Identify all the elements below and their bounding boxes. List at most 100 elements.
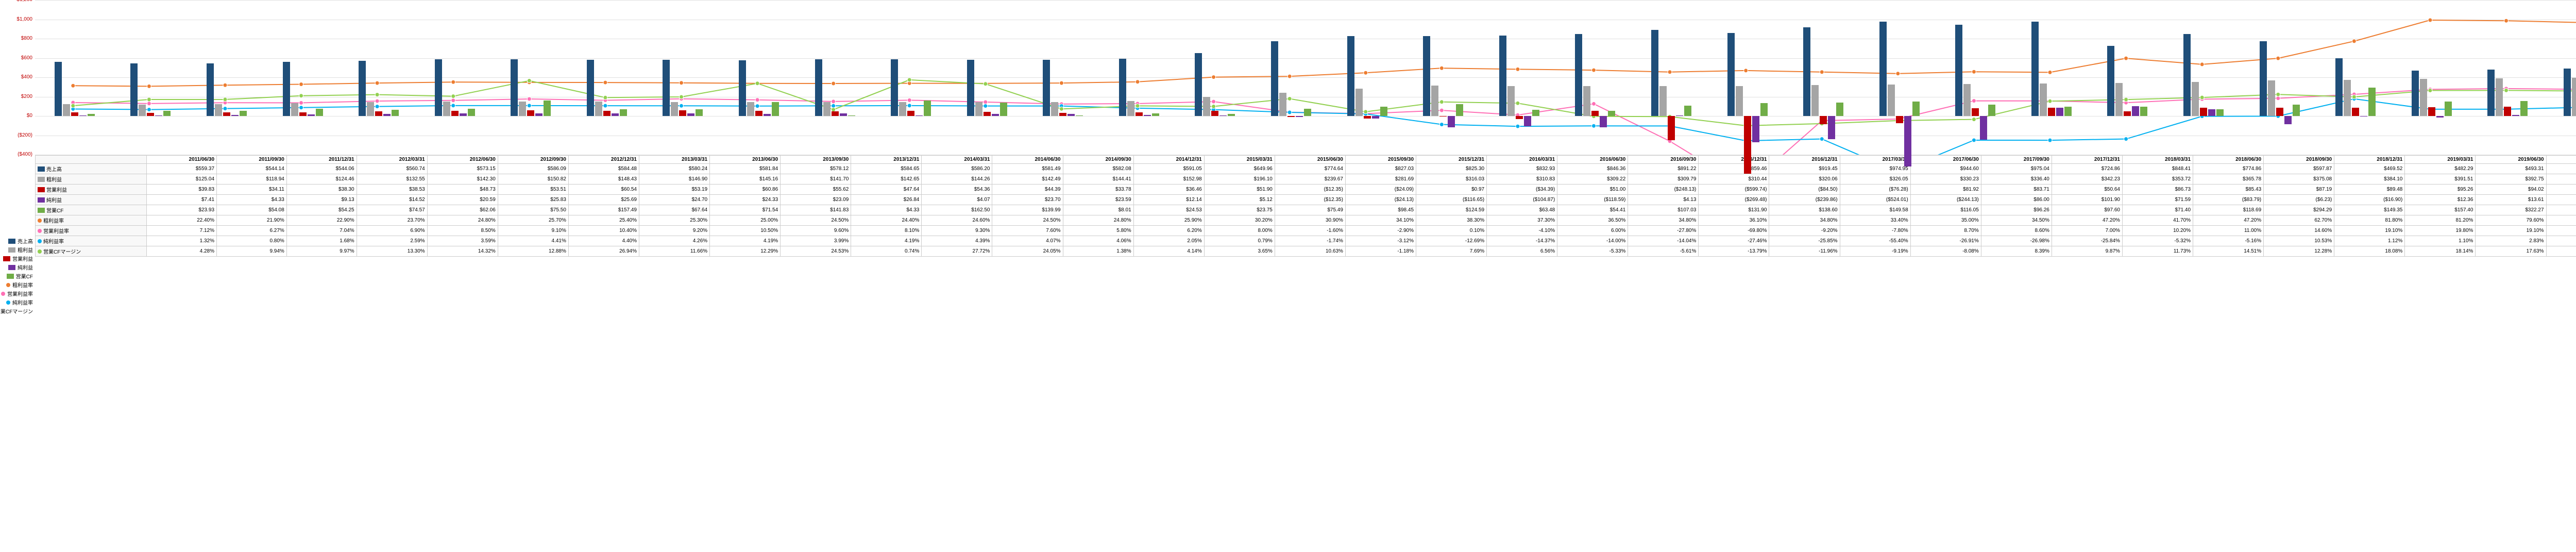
gross-bar	[823, 102, 831, 116]
period-header: 2015/12/31	[1416, 156, 1487, 164]
cell: $157.40	[2405, 205, 2476, 215]
cell: $584.65	[851, 164, 922, 174]
cell: $124.59	[1416, 205, 1487, 215]
cell: $74.57	[357, 205, 427, 215]
cell: $118.94	[217, 174, 287, 185]
y-axis-left-label: $200	[12, 94, 32, 99]
cell: 21.90%	[217, 215, 287, 226]
cell: 7.69%	[1416, 246, 1487, 257]
cell: $141.70	[781, 174, 851, 185]
cell: $8.01	[1063, 205, 1133, 215]
cell: 6.00%	[1557, 226, 1628, 236]
revenue-bar	[2107, 46, 2114, 116]
cf-bar	[1912, 102, 1920, 116]
cell: $38.30	[286, 185, 357, 195]
gross-bar	[1279, 93, 1286, 116]
period-slot	[1556, 0, 1632, 155]
cell: 9.30%	[922, 226, 992, 236]
cell: $23.75	[1204, 205, 1275, 215]
cell: $36.46	[1133, 185, 1204, 195]
cell: $25.69	[568, 195, 639, 205]
gross-bar	[747, 102, 754, 116]
cell: $17.62	[2546, 195, 2576, 205]
y-axis-left-label: ($200)	[12, 132, 32, 138]
cell: 4.19%	[851, 236, 922, 246]
cell: $322.27	[2476, 205, 2546, 215]
cell: $336.40	[1981, 174, 2052, 185]
cell: $54.41	[1557, 205, 1628, 215]
cell: $560.74	[357, 164, 427, 174]
period-header: 2015/09/30	[1345, 156, 1416, 164]
period-slot	[1708, 0, 1784, 155]
cell: 17.63%	[2476, 246, 2546, 257]
cell: 18.77%	[2546, 246, 2576, 257]
period-header: 2018/12/31	[2334, 156, 2405, 164]
gross-bar	[2496, 78, 2503, 116]
cf-bar	[1380, 107, 1387, 116]
row-label-revenue: 売上高	[36, 164, 147, 174]
net-bar	[2436, 116, 2444, 118]
cell: 0.74%	[851, 246, 922, 257]
y-axis-left-label: $0	[12, 113, 32, 119]
cell: -27.80%	[1628, 226, 1699, 236]
cell: $581.49	[992, 164, 1063, 174]
period-header: 2017/09/30	[1981, 156, 2052, 164]
gross-bar	[2192, 82, 2199, 116]
cell: 6.56%	[1487, 246, 1557, 257]
cell: 79.60%	[2476, 215, 2546, 226]
net-bar	[460, 113, 467, 116]
cell: $353.72	[2122, 174, 2193, 185]
gross-bar	[2115, 83, 2123, 116]
cell: $7.41	[147, 195, 217, 205]
cell: 35.00%	[1910, 215, 1981, 226]
revenue-bar	[1195, 53, 1202, 116]
cell: $309.22	[1557, 174, 1628, 185]
revenue-bar	[815, 59, 822, 116]
cell: $84.89	[2546, 205, 2576, 215]
cell: 8.60%	[1981, 226, 2052, 236]
net-bar	[1219, 115, 1227, 116]
cell: -9.19%	[1840, 246, 1910, 257]
cell: 24.05%	[992, 246, 1063, 257]
period-slot	[795, 0, 872, 155]
cell: 10.40%	[568, 226, 639, 236]
cell: $97.60	[2052, 205, 2122, 215]
op-bar	[1059, 113, 1066, 116]
cell: $67.64	[639, 205, 709, 215]
net-bar	[1524, 116, 1531, 126]
cell: $51.90	[1204, 185, 1275, 195]
cell: $469.52	[2334, 164, 2405, 174]
cell: $827.03	[1345, 164, 1416, 174]
gross-bar	[1507, 86, 1515, 116]
cell: $891.22	[1628, 164, 1699, 174]
cell: 1.12%	[2334, 236, 2405, 246]
op-bar	[984, 112, 991, 116]
period-header: 2014/06/30	[992, 156, 1063, 164]
period-header: 2018/09/30	[2264, 156, 2334, 164]
cell: ($6.23)	[2264, 195, 2334, 205]
cell: 24.80%	[427, 215, 498, 226]
gross-bar	[975, 102, 982, 116]
row-label-net_pct: 純利益率	[36, 236, 147, 246]
legend-item-cf_pct: 営業CFマージン	[0, 307, 33, 315]
cell: $25.83	[498, 195, 568, 205]
cell: -13.79%	[1699, 246, 1769, 257]
net-bar	[2132, 106, 2139, 116]
cell: $392.75	[2476, 174, 2546, 185]
cell: $832.93	[1487, 164, 1557, 174]
cell: 4.06%	[1063, 236, 1133, 246]
cell: -5.33%	[1557, 246, 1628, 257]
period-slot	[1099, 0, 1176, 155]
cell: -9.20%	[1769, 226, 1840, 236]
cell: $144.41	[1063, 174, 1133, 185]
cell: ($34.39)	[1487, 185, 1557, 195]
net-bar	[1752, 116, 1759, 142]
cell: 4.40%	[568, 236, 639, 246]
cell: $98.45	[1345, 205, 1416, 215]
op-bar	[527, 110, 534, 116]
cell: $975.04	[1981, 164, 2052, 174]
cell: $24.70	[639, 195, 709, 205]
net-bar	[1828, 116, 1835, 139]
gross-bar	[1963, 84, 1971, 116]
cell: $63.48	[1487, 205, 1557, 215]
